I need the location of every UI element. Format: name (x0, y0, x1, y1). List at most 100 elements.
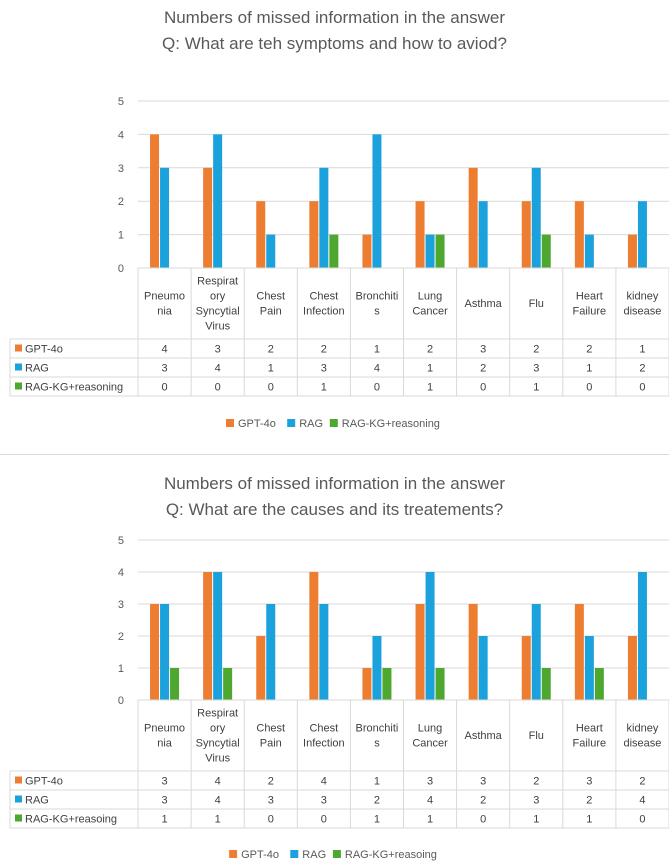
bar-rag (584, 636, 594, 700)
table-cell-value: 3 (321, 363, 327, 375)
category-label: kidney (627, 291, 659, 303)
y-tick-label: 2 (118, 631, 124, 643)
table-cell-value: 1 (161, 814, 167, 826)
category-label: Heart (576, 291, 603, 303)
category-label: Cancer (412, 306, 448, 318)
bar-rag (160, 604, 170, 700)
bar-gpt (574, 201, 584, 268)
row-label: GPT-4o (25, 344, 63, 356)
bar-rag (637, 201, 647, 268)
category-label: ory (210, 291, 226, 303)
table-cell-value: 0 (268, 814, 274, 826)
table-cell-value: 1 (374, 814, 380, 826)
table-cell-value: 2 (586, 795, 592, 807)
category-label: Failure (573, 306, 607, 318)
category-label: ory (210, 723, 226, 735)
table-cell-value: 2 (533, 776, 539, 788)
category-label: Pneumo (144, 291, 185, 303)
table-cell-value: 1 (533, 814, 539, 826)
table-cell-value: 4 (215, 776, 221, 788)
legend-label: GPT-4o (238, 418, 276, 430)
table-cell-value: 2 (533, 344, 539, 356)
chart-1-title-line-1: Numbers of missed information in the ans… (163, 8, 506, 27)
row-legend-key (15, 382, 22, 390)
bar-gpt (150, 604, 160, 700)
category-label: Asthma (465, 730, 503, 742)
bar-rag (213, 572, 223, 700)
category-label: Virus (205, 753, 230, 765)
legend-label: GPT-4o (241, 849, 279, 861)
bar-gpt (468, 604, 478, 700)
bar-kg (223, 668, 233, 700)
table-cell-value: 1 (374, 344, 380, 356)
table-cell-value: 4 (374, 363, 380, 375)
category-label: s (374, 738, 380, 750)
table-cell-value: 3 (586, 776, 592, 788)
table-cell-value: 2 (374, 795, 380, 807)
row-label: RAG-KG+reasoing (25, 814, 117, 826)
chart-divider (0, 454, 669, 455)
row-label: GPT-4o (25, 776, 63, 788)
category-label: Syncytial (196, 738, 240, 750)
bar-gpt (415, 201, 425, 268)
table-cell-value: 0 (480, 382, 486, 394)
row-label: RAG (25, 795, 49, 807)
bar-gpt (256, 201, 266, 268)
table-cell-value: 4 (161, 344, 167, 356)
bar-rag (160, 167, 170, 268)
category-label: Bronchiti (356, 723, 399, 735)
category-label: Respirat (197, 708, 238, 720)
y-tick-label: 4 (118, 129, 124, 141)
y-tick-label: 5 (118, 535, 124, 547)
bar-gpt (203, 167, 213, 268)
category-label: Asthma (465, 298, 503, 310)
bar-gpt (521, 636, 531, 700)
bar-rag (425, 572, 435, 700)
table-cell-value: 2 (586, 344, 592, 356)
table-cell-value: 2 (639, 363, 645, 375)
row-label: RAG (25, 363, 49, 375)
category-label: Virus (205, 321, 230, 333)
table-cell-value: 4 (427, 795, 433, 807)
y-tick-label: 2 (118, 196, 124, 208)
table-cell-value: 2 (480, 363, 486, 375)
table-cell-value: 3 (427, 776, 433, 788)
legend-label: RAG (299, 418, 323, 430)
bar-rag (425, 234, 435, 268)
category-label: Failure (573, 738, 607, 750)
category-label: Respirat (197, 276, 238, 288)
table-cell-value: 3 (215, 344, 221, 356)
table-cell-value: 0 (161, 382, 167, 394)
bar-rag (372, 134, 382, 268)
category-label: Lung (418, 291, 442, 303)
category-label: nia (157, 738, 173, 750)
category-label: Flu (529, 298, 544, 310)
bar-rag (213, 134, 223, 268)
category-label: Chest (309, 291, 338, 303)
table-cell-value: 4 (215, 363, 221, 375)
category-label: Cancer (412, 738, 448, 750)
bar-rag (266, 234, 276, 268)
y-tick-label: 3 (118, 599, 124, 611)
bar-kg (541, 668, 551, 700)
y-tick-label: 3 (118, 163, 124, 175)
bar-kg (594, 668, 604, 700)
category-label: s (374, 306, 380, 318)
table-cell-value: 1 (639, 344, 645, 356)
category-label: Heart (576, 723, 603, 735)
table-cell-value: 3 (533, 363, 539, 375)
legend-key (329, 419, 338, 427)
chart-1-plot: 0 1 2 3 4 5 Pneumo nia Respirat ory Syncytial Virus… (9, 96, 669, 430)
chart-1: Numbers of missed information in the ans… (9, 8, 669, 430)
category-label: Chest (256, 723, 285, 735)
table-cell-value: 1 (586, 814, 592, 826)
table-cell-value: 0 (215, 382, 221, 394)
bar-gpt (415, 604, 425, 700)
bar-rag (584, 234, 594, 268)
legend-key (226, 419, 234, 427)
category-label: Infection (303, 306, 345, 318)
table-cell-value: 3 (321, 795, 327, 807)
table-cell-value: 2 (639, 776, 645, 788)
legend-key (229, 850, 238, 858)
table-cell-value: 3 (268, 795, 274, 807)
